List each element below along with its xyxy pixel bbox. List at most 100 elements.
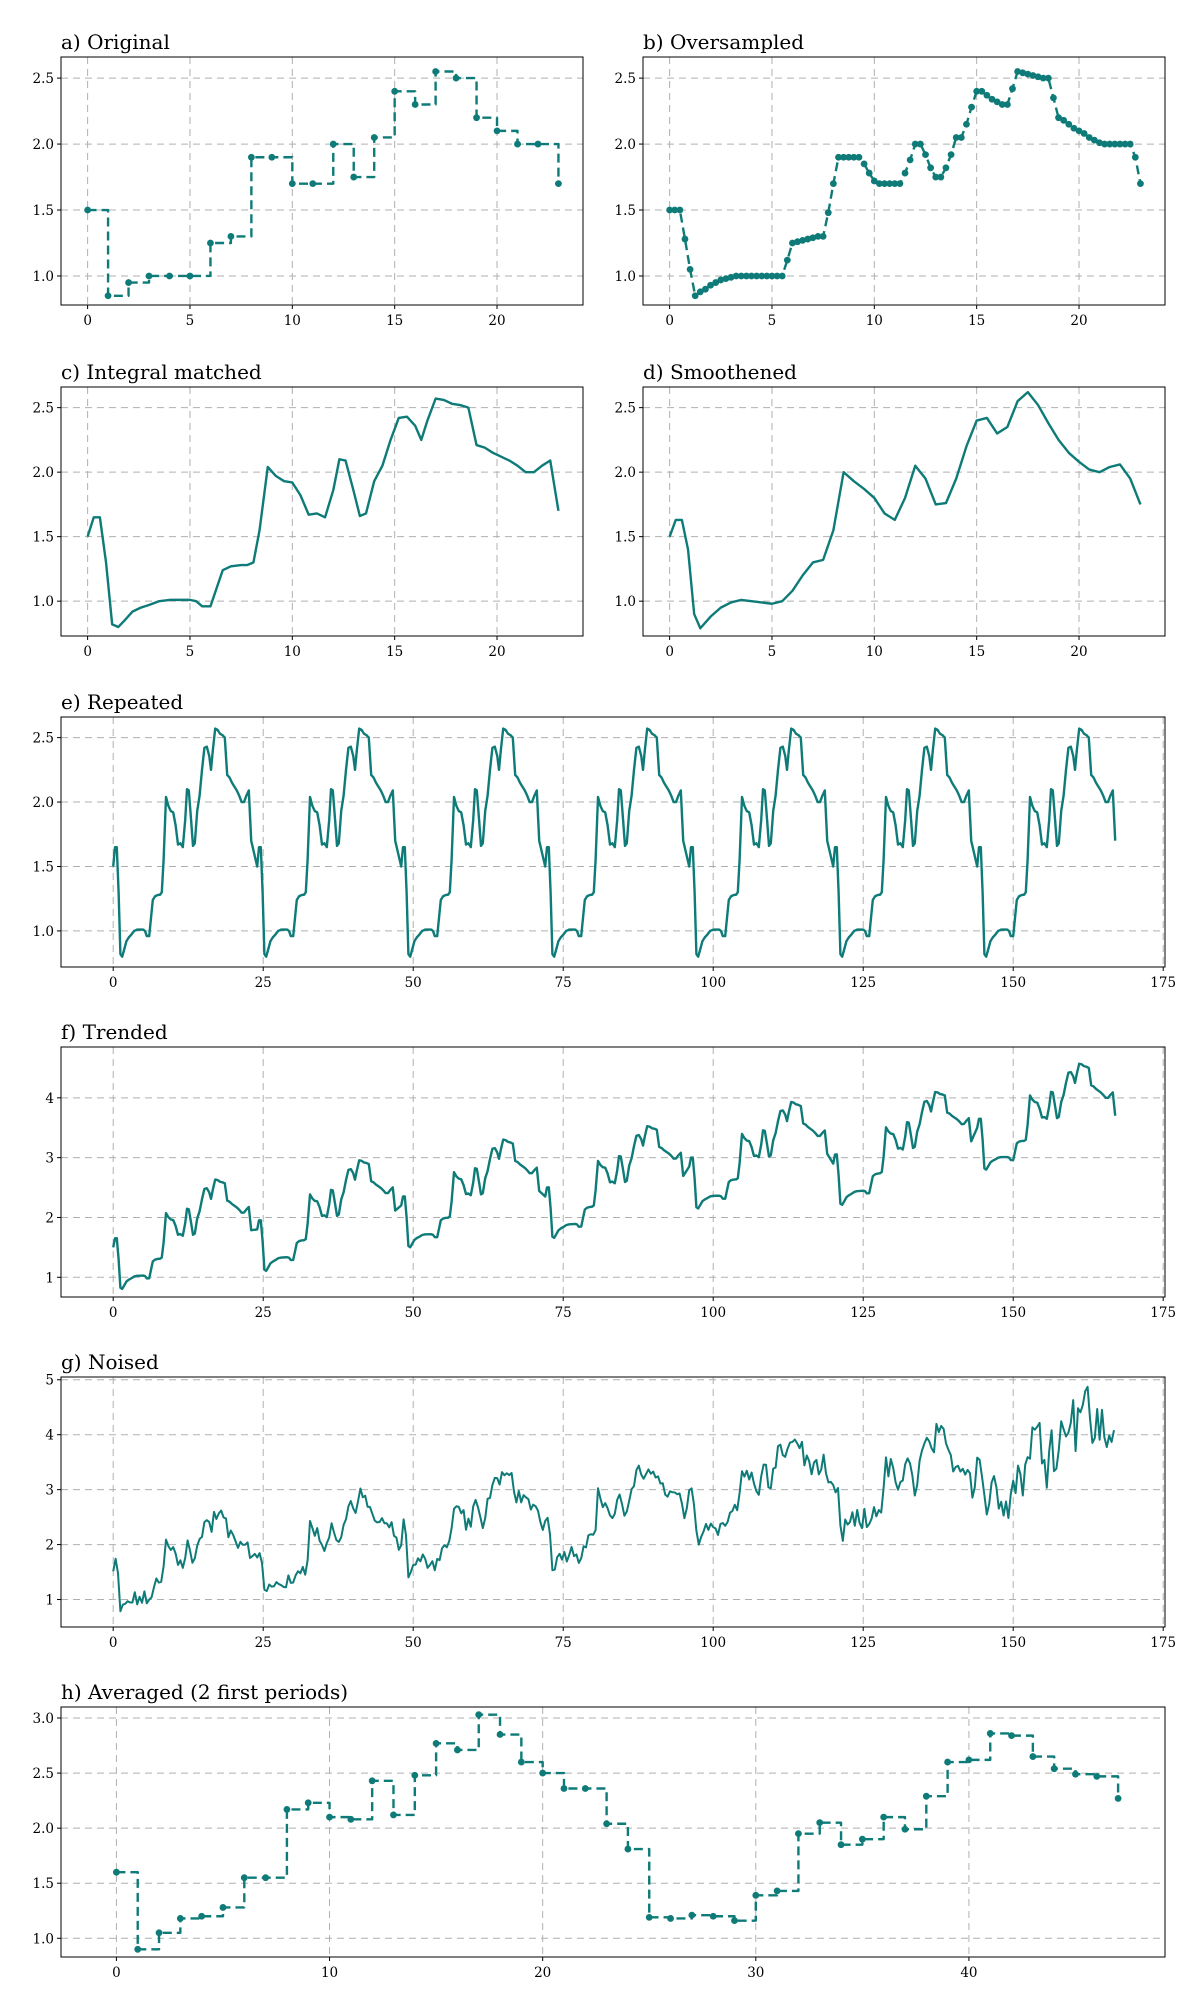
data-point: [858, 1835, 866, 1843]
data-point: [681, 235, 689, 243]
data-point: [870, 177, 878, 185]
data-point: [783, 256, 791, 264]
data-point: [752, 1891, 760, 1899]
data-point: [1060, 116, 1068, 124]
data-point: [688, 1911, 696, 1919]
x-tick-label: 75: [555, 1305, 572, 1321]
data-point: [411, 101, 419, 108]
x-tick-label: 50: [405, 1635, 422, 1651]
data-point: [283, 1806, 291, 1813]
x-tick-label: 150: [1000, 1635, 1026, 1651]
y-tick-label: 4: [45, 1091, 54, 1107]
x-tick-label: 50: [405, 1305, 422, 1321]
y-tick-label: 2.5: [33, 71, 54, 87]
x-tick-label: 150: [1000, 975, 1026, 991]
data-point: [891, 180, 899, 188]
data-point: [227, 233, 235, 240]
data-point: [973, 87, 981, 95]
axes-frame: [60, 1706, 1166, 1958]
x-tick-label: 40: [960, 1965, 977, 1981]
data-point: [304, 1799, 312, 1807]
data-point: [1009, 85, 1016, 93]
data-point: [581, 1785, 589, 1792]
data-point: [176, 1915, 184, 1922]
data-point: [1116, 140, 1124, 148]
y-tick-label: 2.0: [33, 137, 54, 153]
data-point: [881, 180, 888, 188]
axes-frame: [642, 386, 1166, 637]
series-line: [116, 1713, 1120, 1951]
data-point: [1034, 73, 1042, 81]
data-point: [432, 1739, 440, 1747]
data-point: [1080, 130, 1088, 137]
x-tick-label: 0: [83, 313, 92, 329]
data-point: [347, 1815, 355, 1823]
data-point: [753, 272, 761, 280]
x-tick-label: 10: [866, 313, 883, 329]
series-line: [86, 397, 560, 629]
data-point: [411, 1771, 419, 1779]
data-point: [1065, 120, 1073, 128]
data-point: [1029, 1753, 1037, 1760]
data-point: [819, 233, 827, 240]
data-point: [1101, 140, 1109, 148]
series-line: [112, 727, 1117, 958]
data-point: [309, 180, 317, 188]
data-point: [326, 1813, 333, 1821]
axes-frame: [60, 1376, 1166, 1628]
x-tick-label: 0: [665, 644, 674, 660]
panel-title: c) Integral matched: [61, 360, 262, 384]
data-point: [452, 74, 460, 82]
y-tick-label: 1.0: [33, 594, 54, 610]
data-point: [1137, 180, 1144, 188]
data-point: [1075, 127, 1083, 135]
data-point: [702, 285, 709, 293]
data-point: [1008, 1732, 1015, 1740]
x-tick-label: 75: [555, 975, 572, 991]
y-tick-label: 1.0: [615, 269, 636, 285]
data-point: [1019, 69, 1027, 77]
data-point: [671, 206, 679, 214]
data-point: [722, 275, 730, 283]
data-point: [155, 1929, 163, 1937]
data-point: [717, 276, 725, 284]
data-point: [824, 209, 832, 217]
data-point: [240, 1874, 248, 1882]
data-point: [876, 180, 883, 188]
data-point: [473, 114, 480, 122]
data-point: [555, 180, 562, 188]
x-tick-label: 25: [255, 975, 272, 991]
data-point: [288, 180, 296, 188]
data-point: [696, 288, 704, 296]
data-point: [84, 206, 92, 214]
data-point: [1096, 139, 1103, 147]
y-tick-label: 2.5: [615, 71, 636, 87]
data-point: [1003, 101, 1011, 108]
y-tick-label: 2: [45, 1210, 54, 1226]
chart-panel-h: h) Averaged (2 first periods) 0 10 20 30 40 1.…: [33, 1680, 1166, 1981]
x-tick-label: 50: [405, 975, 422, 991]
x-tick-label: 0: [112, 1965, 121, 1981]
data-point: [247, 153, 255, 161]
data-point: [993, 98, 1001, 106]
chart-panel-d: d) Smoothened 0 5 10 15 20 1.0 1.5 2.0 2.5: [615, 360, 1166, 660]
x-tick-label: 100: [700, 1305, 726, 1321]
y-tick-label: 1.0: [615, 594, 636, 610]
x-tick-label: 175: [1150, 975, 1176, 991]
data-point: [731, 1917, 738, 1925]
x-tick-label: 125: [850, 975, 876, 991]
data-point: [475, 1711, 483, 1719]
axes-frame: [60, 386, 584, 637]
series-line: [87, 70, 560, 297]
x-tick-label: 175: [1150, 1305, 1176, 1321]
y-tick-label: 1.0: [33, 924, 54, 940]
y-tick-label: 2.0: [33, 795, 54, 811]
data-point: [795, 1830, 802, 1838]
data-point: [860, 160, 868, 168]
series-line: [668, 390, 1142, 630]
x-tick-label: 75: [555, 1635, 572, 1651]
data-point: [432, 68, 440, 75]
data-point: [814, 233, 822, 240]
data-point: [837, 1841, 845, 1849]
data-point: [773, 1887, 781, 1895]
